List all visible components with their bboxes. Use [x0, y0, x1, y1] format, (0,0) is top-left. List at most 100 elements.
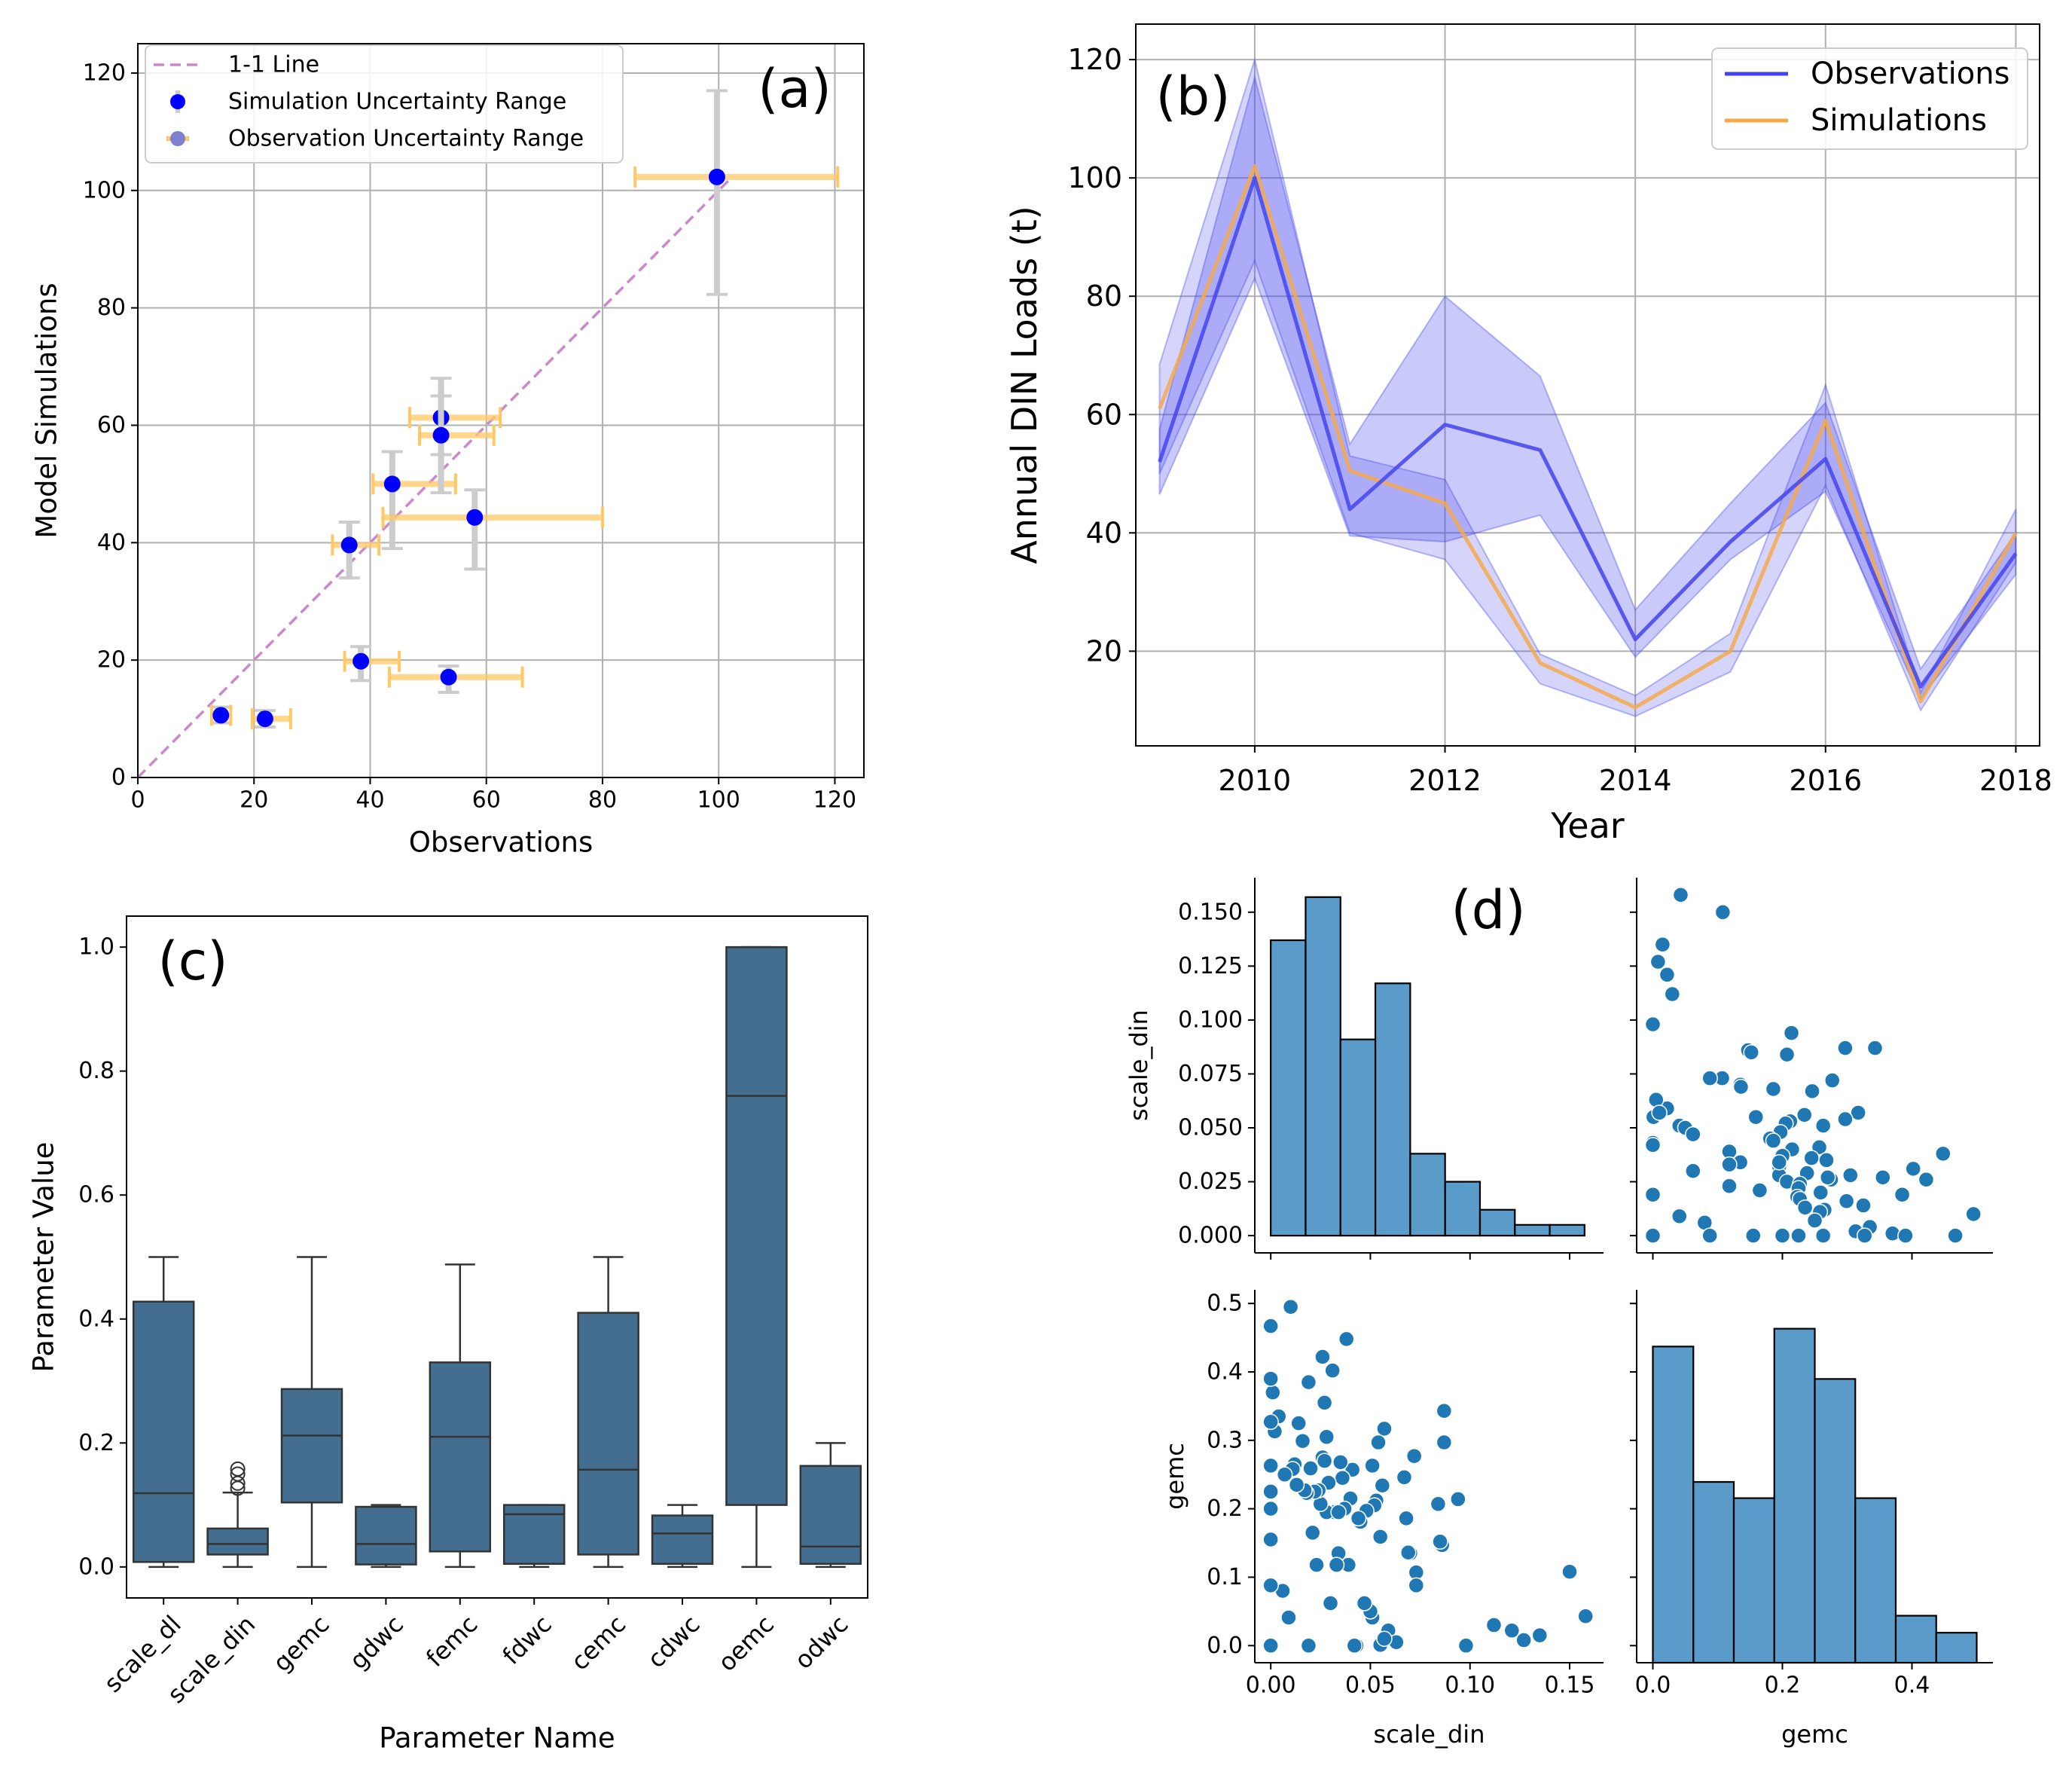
data-point	[440, 668, 457, 686]
legend-box	[145, 44, 624, 163]
histogram-bar	[1514, 1223, 1551, 1237]
data-point	[466, 509, 484, 526]
scatter-point	[1790, 1227, 1807, 1244]
scatter-point	[1806, 1212, 1823, 1229]
x-tick-label: femc	[420, 1610, 483, 1673]
box	[280, 1388, 343, 1504]
y-axis-label: Model Simulations	[31, 283, 63, 538]
scatter-point	[1356, 1595, 1373, 1611]
scatter-point	[1374, 1477, 1391, 1494]
scatter-point	[1330, 1504, 1347, 1520]
scatter-point	[1262, 1457, 1279, 1474]
scatter-point	[1399, 1544, 1417, 1561]
y-tick-label: 0	[111, 765, 126, 791]
y-axis-label: scale_din	[1124, 1010, 1153, 1121]
x-axis-label: Year	[1550, 805, 1624, 846]
scatter-point	[1819, 1169, 1836, 1186]
y-tick-label: 40	[1086, 516, 1122, 549]
scatter-point	[1290, 1415, 1307, 1431]
data-point-group	[343, 645, 401, 683]
x-tick-label: odwc	[789, 1610, 853, 1675]
scatter-point	[1577, 1608, 1594, 1624]
box-group	[799, 1442, 862, 1569]
x-axis-label: gemc	[1781, 1720, 1848, 1749]
scatter-point	[1436, 1434, 1453, 1451]
y-tick-label: 0.3	[1207, 1427, 1243, 1453]
x-tick-label: 2016	[1789, 764, 1862, 797]
scatter-point	[1302, 1460, 1319, 1477]
scatter-point	[1334, 1470, 1351, 1486]
scatter-point	[1685, 1126, 1701, 1143]
scatter-point	[1721, 1178, 1738, 1195]
scatter-point	[1905, 1160, 1921, 1178]
scatter-point	[1318, 1428, 1335, 1446]
y-tick-label: 1.0	[78, 934, 114, 961]
scatter-point	[1649, 953, 1667, 970]
uncertainty-band	[1158, 57, 2017, 717]
y-tick-label: 0.100	[1178, 1007, 1243, 1033]
scatter-point	[1398, 1510, 1414, 1527]
y-tick-label: 0.5	[1207, 1291, 1243, 1317]
legend-entry: Simulations	[1811, 103, 1987, 138]
histogram-bar	[1549, 1223, 1585, 1237]
scatter-point	[1672, 887, 1689, 903]
box-group	[429, 1263, 492, 1569]
scatter-point	[1262, 1500, 1279, 1517]
scatter-point	[1370, 1434, 1387, 1451]
box-group	[725, 945, 788, 1569]
scatter-point	[1714, 904, 1732, 921]
scatter-point	[1866, 1040, 1884, 1056]
scatter-point	[1316, 1453, 1333, 1469]
x-axis-label: scale_din	[1374, 1720, 1485, 1749]
data-point	[432, 426, 450, 444]
x-tick-label: fdwc	[497, 1610, 557, 1670]
box	[132, 1300, 195, 1563]
data-point-group	[331, 521, 381, 580]
scatter-point	[1405, 1447, 1423, 1465]
box-group	[355, 1504, 417, 1569]
scatter-point	[1796, 1107, 1813, 1123]
histogram-bar	[1773, 1327, 1816, 1664]
x-axis-label: Observations	[409, 826, 594, 859]
scatter-point	[1304, 1524, 1321, 1541]
y-tick-label: 0.4	[78, 1306, 114, 1332]
histogram-bar	[1894, 1615, 1937, 1664]
x-tick-label: oemc	[713, 1610, 780, 1677]
y-tick-label: 0.2	[1207, 1495, 1243, 1522]
data-point	[212, 707, 230, 724]
data-point-group	[250, 708, 292, 730]
data-point	[708, 168, 725, 185]
y-tick-label: 0.2	[78, 1430, 114, 1456]
plot-frame	[1135, 23, 2040, 747]
data-point-group	[633, 89, 840, 296]
scatter-point	[1838, 1193, 1855, 1210]
scatter-point	[1796, 1199, 1814, 1216]
box	[577, 1312, 639, 1556]
scatter-point	[1376, 1420, 1393, 1437]
scatter-point	[1408, 1577, 1425, 1594]
scatter-point	[1308, 1556, 1325, 1573]
scatter-point	[1364, 1457, 1381, 1474]
x-tick-label: 0.00	[1246, 1673, 1296, 1699]
histogram-bar	[1692, 1480, 1735, 1664]
scatter-point	[1531, 1627, 1549, 1644]
plot-frame	[126, 915, 868, 1599]
legend-entry: Observation Uncertainty Range	[228, 126, 584, 152]
x-tick-label: 80	[588, 787, 617, 814]
y-axis-label: Annual DIN Loads (t)	[1004, 206, 1045, 564]
scatter-point	[1457, 1637, 1475, 1654]
scatter-point	[1644, 1227, 1662, 1244]
scatter-point	[1671, 1208, 1688, 1225]
panel-label: (c)	[157, 930, 227, 992]
histogram-bar	[1935, 1632, 1978, 1664]
scatter-point	[1837, 1110, 1854, 1128]
x-tick-label: cdwc	[642, 1610, 706, 1674]
plot-frame	[137, 43, 865, 778]
y-tick-label: 60	[97, 412, 126, 438]
x-tick-label: 0.4	[1894, 1673, 1930, 1699]
scatter-point	[1328, 1556, 1345, 1573]
x-tick-label: 0.10	[1445, 1673, 1495, 1699]
data-point	[256, 710, 273, 728]
